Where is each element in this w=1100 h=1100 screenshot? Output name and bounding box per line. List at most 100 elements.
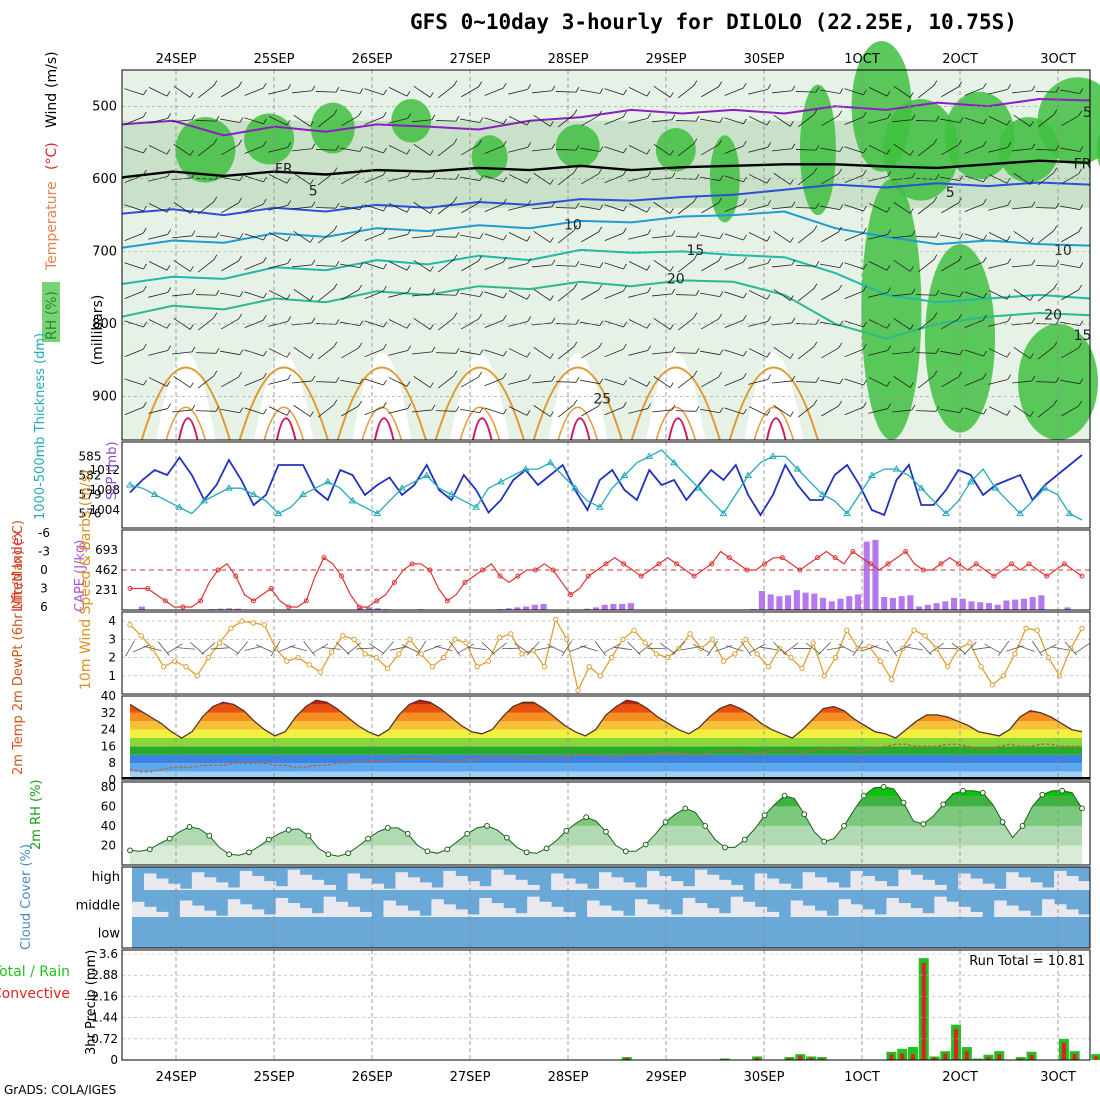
wind-barb <box>172 119 192 123</box>
date-label-top: 25SEP <box>254 52 295 67</box>
wind-barb <box>437 259 455 273</box>
precip-conv-bar <box>1094 1056 1099 1060</box>
wind-barb-flag <box>575 261 580 267</box>
cloud-gap <box>982 883 995 890</box>
wind-speed-marker <box>687 631 693 637</box>
cape-bar <box>540 603 547 610</box>
wind-barb <box>628 350 648 356</box>
wind-barb <box>1037 114 1055 128</box>
date-label-bottom: 2OCT <box>942 1070 978 1085</box>
precip-conv-bar <box>932 1057 937 1060</box>
wind-barb <box>964 145 984 154</box>
wind-barb-flag <box>455 232 460 238</box>
isotherm-dome <box>753 406 795 441</box>
rh-marker <box>226 851 233 858</box>
wind-barb <box>748 263 768 269</box>
wind-barb <box>844 88 864 96</box>
wind-barb-flag <box>1053 341 1058 347</box>
cloud-gap <box>790 888 804 890</box>
cloud-gap <box>718 879 732 890</box>
precip-total-bar <box>907 1047 918 1060</box>
precip-conv-bar <box>755 1057 760 1060</box>
cape-bar <box>217 608 224 610</box>
wind-barb-flag <box>1053 167 1058 173</box>
wind-barb-flag <box>743 176 747 183</box>
wind-barb-flag <box>1055 319 1060 325</box>
wind-barb-10m <box>594 640 607 656</box>
precip-conv-legend: Convective <box>0 986 70 1002</box>
wind-barb <box>988 88 1008 95</box>
wind-barb-flag <box>983 176 987 183</box>
rh-marker <box>1059 787 1066 794</box>
wind-barb <box>340 205 360 210</box>
wind-barb-flag <box>239 291 244 297</box>
wind-barb <box>460 234 480 239</box>
isotherm-30-dome <box>765 417 787 441</box>
wind-barb <box>435 120 457 122</box>
thickness-marker <box>892 465 901 472</box>
wind-barb <box>675 410 697 412</box>
wind-barb <box>124 116 144 125</box>
thickness-marker <box>447 490 456 498</box>
wind-barb <box>388 117 408 124</box>
wind-barb <box>893 376 911 388</box>
li-tick-label: 3 <box>40 582 48 596</box>
wind-barb-10m <box>1017 644 1035 652</box>
temp-band <box>130 754 1082 764</box>
rh-band <box>130 845 1082 865</box>
li-tick-label: -3 <box>38 545 50 559</box>
wind-barb-flag <box>766 119 771 126</box>
rh-marker <box>166 835 173 842</box>
precip-conv-bar <box>819 1058 824 1060</box>
wind-barb-flag <box>215 115 220 122</box>
precip-conv-bar <box>889 1054 894 1060</box>
rh-marker <box>801 811 808 818</box>
dewpt-line <box>129 743 1082 773</box>
wind-barb <box>197 259 215 273</box>
thickness-marker <box>793 465 802 472</box>
wind-barb <box>124 406 144 416</box>
cloud-gap <box>1006 872 1019 890</box>
wind-barb <box>388 350 408 356</box>
wind-barb-flag <box>479 349 484 355</box>
wind-barb-flag <box>743 408 747 415</box>
wind-barb-flag <box>382 402 387 408</box>
wind-barb-flag <box>551 143 556 149</box>
contour-label: FR <box>1074 157 1092 173</box>
li-marker <box>198 598 204 604</box>
temp-legend-label: Temperature <box>44 181 60 271</box>
wind-barb <box>797 346 815 360</box>
wind-barb-flag <box>358 226 363 233</box>
wind-barb <box>172 409 192 413</box>
cloud-gap <box>407 877 420 890</box>
cloud-gap <box>191 872 205 890</box>
wind-barb-flag <box>935 406 940 412</box>
cloud-gap <box>215 915 229 917</box>
wind-barb-flag <box>287 316 292 322</box>
wind-barb-flag <box>1079 204 1084 210</box>
wind-barb <box>773 405 791 417</box>
wind-barb-flag <box>742 82 747 89</box>
isotherm-5 <box>121 181 1091 217</box>
wind-barb <box>221 202 239 214</box>
wind-barb-flag <box>143 263 147 270</box>
wind-barb <box>268 348 288 358</box>
wind-barb-10m <box>401 644 419 653</box>
contour-label: 10 <box>1054 243 1072 259</box>
wind-barb-flag <box>166 207 171 213</box>
wind-barb-flag <box>958 139 963 146</box>
wind-barb-flag <box>598 110 603 116</box>
cloud-gap <box>946 901 959 917</box>
pressure-tick-label: 900 <box>92 389 117 404</box>
wind-barb <box>364 88 384 96</box>
wind-barb <box>508 146 528 153</box>
cloud-gap <box>646 904 660 917</box>
wind-barb <box>460 118 480 123</box>
wind-barb-flag <box>598 284 603 291</box>
wind-barb <box>581 115 599 127</box>
wind-barb-flag <box>838 284 843 291</box>
wind-barb <box>868 117 888 124</box>
precip-conv-bar <box>921 962 926 1060</box>
pressure-tick-label: 600 <box>92 172 117 187</box>
wind-barb-flag <box>383 263 387 270</box>
